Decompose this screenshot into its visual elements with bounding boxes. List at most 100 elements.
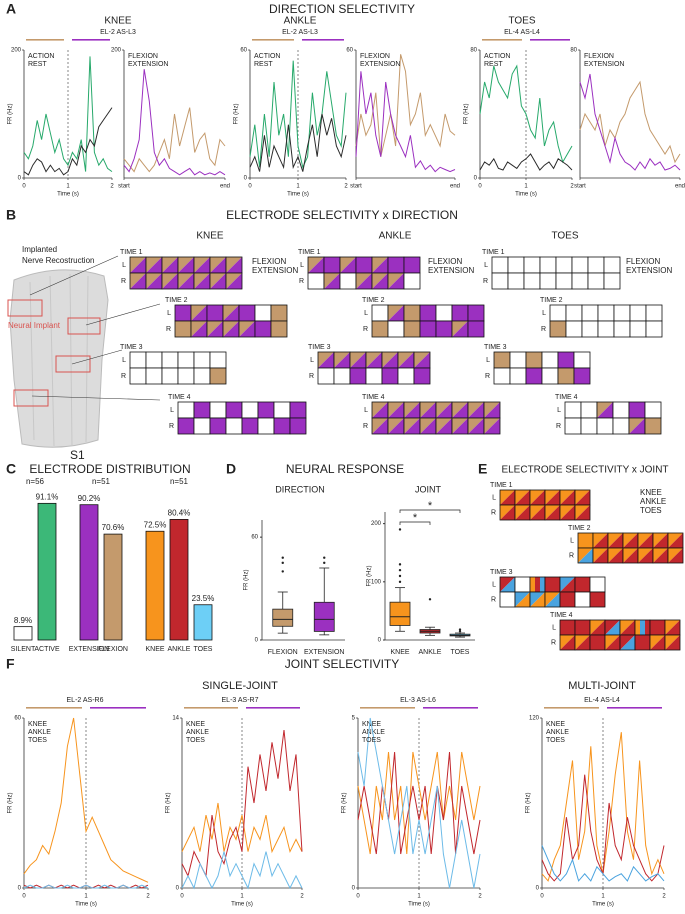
cell-fill: [668, 533, 683, 548]
y-tick-label: 0: [176, 886, 180, 892]
cell: [340, 273, 356, 289]
cell-fill: [593, 533, 608, 548]
row-label: L: [300, 262, 304, 269]
cell-fill: [223, 321, 239, 337]
cell-fill: [194, 402, 210, 418]
x-tick-label: 0: [22, 184, 26, 190]
bar: [13, 626, 33, 641]
annotation: S1: [70, 448, 85, 462]
cell: [574, 352, 590, 368]
cell: [604, 257, 620, 273]
cell: [540, 273, 556, 289]
cell-fill: [382, 368, 398, 384]
cell: [572, 257, 588, 273]
cell-fill: [420, 418, 436, 434]
cell-fill: [388, 305, 404, 321]
y-tick-label: 0: [474, 176, 478, 182]
cell-fill: [578, 548, 593, 563]
cell: [146, 352, 162, 368]
phase-bar: [252, 39, 294, 41]
x-tick-label: 0: [248, 184, 252, 190]
cell: [604, 273, 620, 289]
cell-border: [467, 320, 485, 338]
x-tick-label: 1: [84, 894, 88, 900]
cell-fill: [324, 273, 340, 289]
cell-fill: [366, 352, 382, 368]
cell-fill: [635, 635, 650, 650]
cell: [372, 305, 388, 321]
outlier: [398, 528, 402, 531]
cell-fill: [590, 635, 605, 650]
panel-subtitle: MULTI-JOINT: [568, 680, 636, 692]
cell-fill: [545, 490, 560, 505]
cell-fill: [560, 635, 575, 650]
cell-border: [645, 320, 663, 338]
cell: [274, 402, 290, 418]
cell-fill: [382, 352, 398, 368]
x-tick-label: 2: [478, 894, 482, 900]
cell-fill: [207, 305, 223, 321]
cell: [194, 368, 210, 384]
x-tick-label: 2: [344, 184, 348, 190]
cell: [162, 352, 178, 368]
y-tick-label: 0: [18, 176, 22, 182]
cell-fill: [388, 402, 404, 418]
time-label: TIME 4: [555, 394, 578, 401]
nerve-shape: [9, 269, 109, 448]
cell-fill: [436, 402, 452, 418]
cell: [613, 418, 629, 434]
cell-fill: [645, 418, 661, 434]
time-label: TIME 3: [308, 344, 331, 351]
cell-fill: [356, 273, 372, 289]
cell-fill: [560, 577, 575, 592]
cell-fill: [372, 418, 388, 434]
legend-label: FLEXION: [128, 53, 158, 60]
bar: [193, 604, 213, 641]
chart-subtitle: EL-3 AS-L6: [400, 697, 436, 704]
cell-fill: [575, 490, 590, 505]
row-label: R: [551, 639, 556, 646]
cell-fill: [665, 635, 680, 650]
cell: [590, 577, 605, 592]
annotation: Neural Implant: [8, 321, 61, 330]
value-label: 70.6%: [102, 523, 125, 532]
cell-fill: [404, 321, 420, 337]
cell-fill: [388, 273, 404, 289]
cell-fill: [665, 620, 680, 635]
cell: [597, 418, 613, 434]
cell-fill: [210, 368, 226, 384]
x-tick-label: 0: [356, 894, 360, 900]
legend-label: EXTENSION: [584, 61, 624, 68]
outlier: [458, 628, 462, 631]
panel-title: ELECTRODE DISTRIBUTION: [29, 462, 190, 476]
series-line: [123, 107, 226, 173]
cell: [575, 592, 590, 607]
cell: [194, 352, 210, 368]
y-axis-label: FR (Hz): [8, 104, 14, 125]
category-label: FLEXION: [268, 649, 298, 656]
cell-fill: [414, 352, 430, 368]
group-label: n=56: [26, 477, 45, 486]
cell: [582, 321, 598, 337]
cell-fill: [191, 321, 207, 337]
legend-label: FLEXION: [360, 53, 390, 60]
cell-fill: [574, 368, 590, 384]
cell: [613, 402, 629, 418]
legend-label: ANKLE: [362, 729, 385, 736]
panel-title: JOINT SELECTIVITY: [285, 657, 399, 671]
cell: [524, 257, 540, 273]
cell-fill: [645, 620, 650, 635]
y-axis-label: FR (Hz): [244, 570, 250, 591]
cell: [556, 257, 572, 273]
cell: [542, 352, 558, 368]
annotation: Nerve Recostruction: [22, 256, 94, 265]
chart-title: ANKLE: [379, 231, 412, 242]
cell-fill: [404, 257, 420, 273]
y-tick-label: 60: [240, 48, 247, 54]
cell-fill: [210, 257, 226, 273]
x-tick-label: 1: [296, 184, 300, 190]
phase-bar: [360, 707, 415, 709]
leader-lines: [29, 255, 161, 401]
row-label: L: [364, 407, 368, 414]
x-axis-label: Time (s): [515, 192, 537, 198]
